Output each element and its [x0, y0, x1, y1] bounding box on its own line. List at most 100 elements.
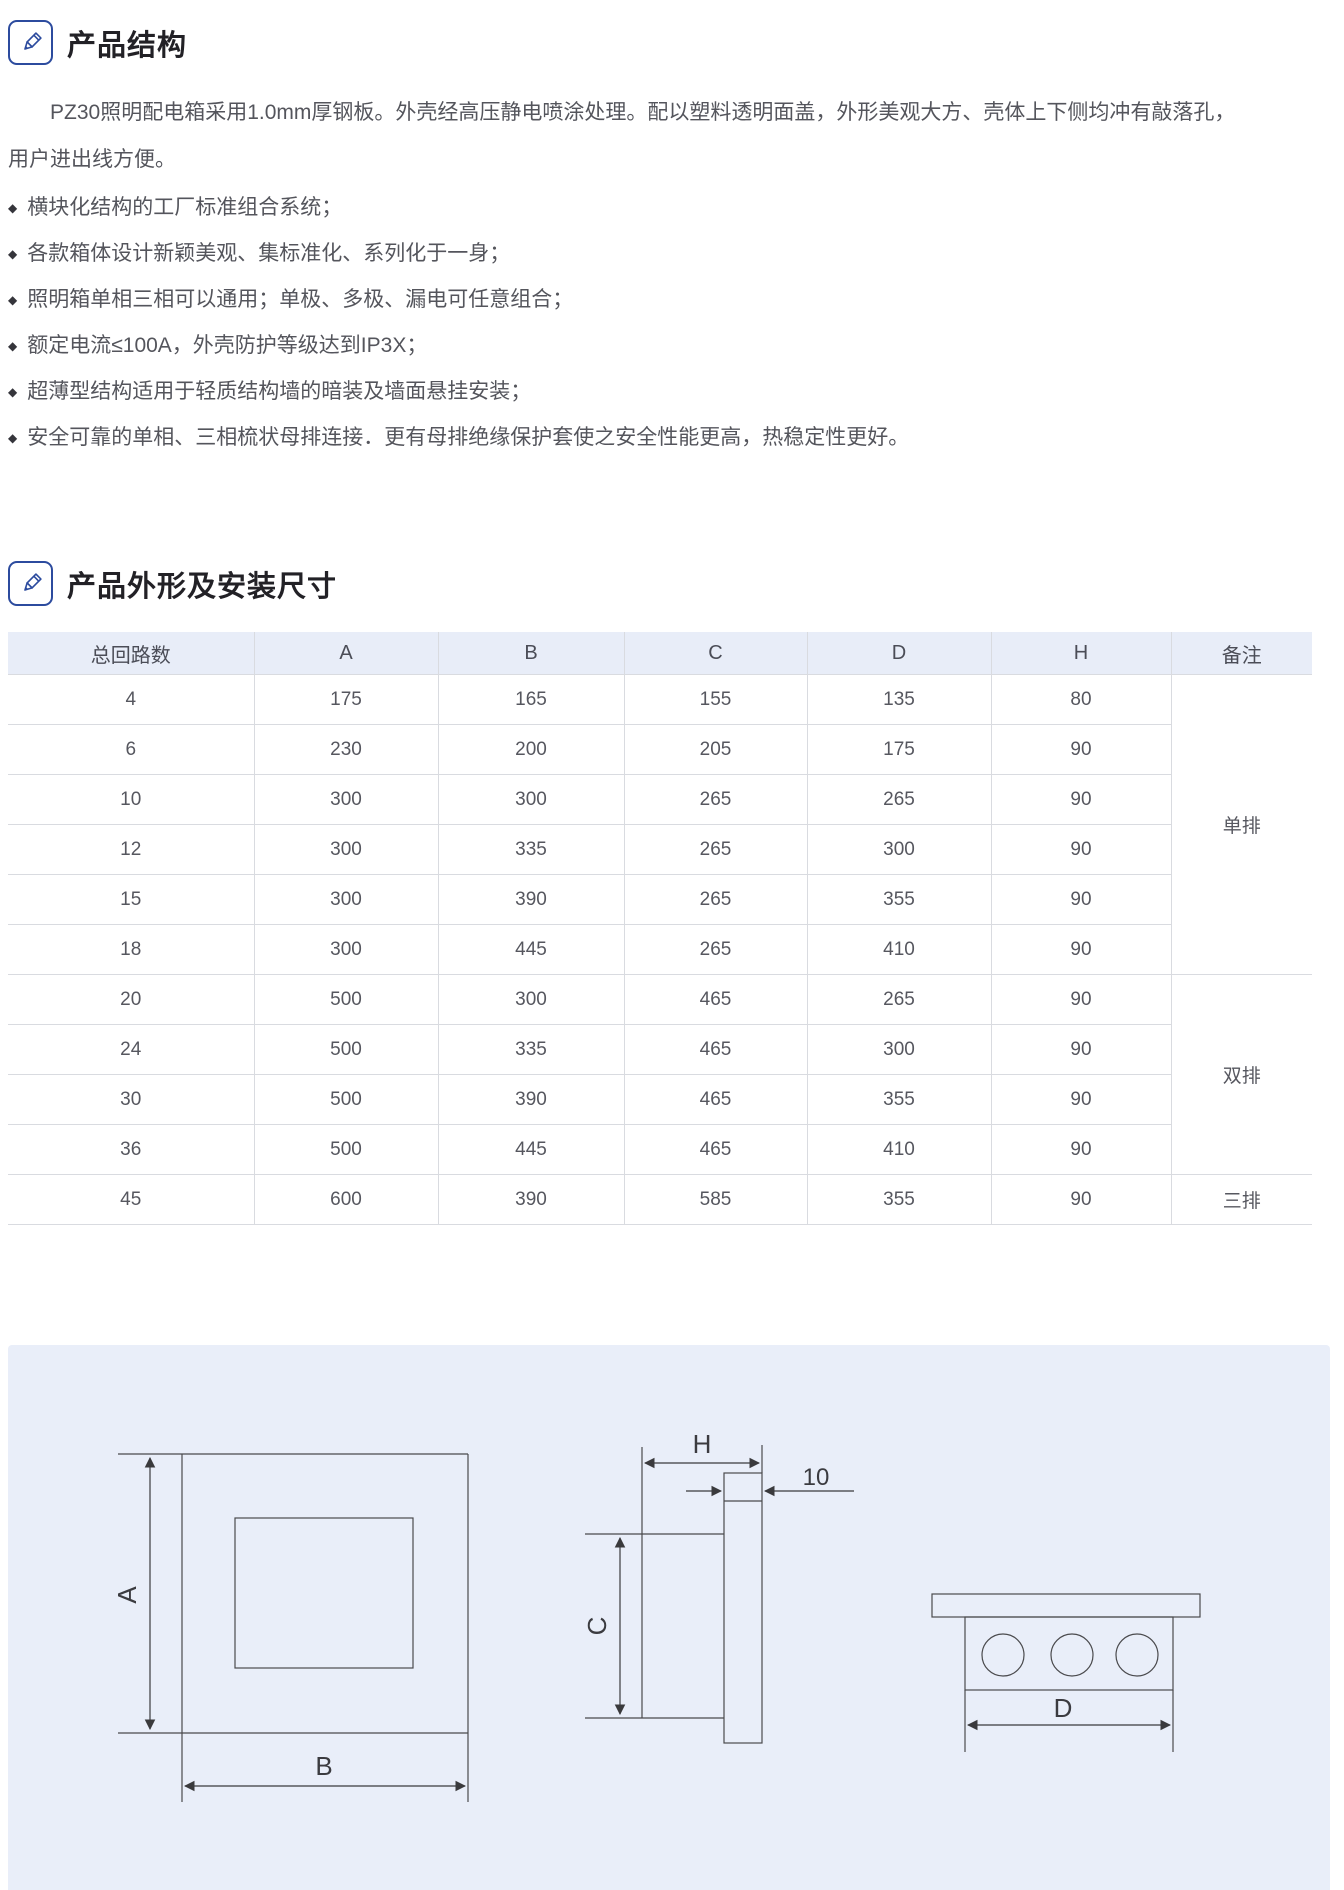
table-row: 45 600 390 585 355 90 三排 — [8, 1174, 1312, 1225]
dim-label-c: C — [582, 1617, 612, 1636]
dim-label-d: D — [1054, 1693, 1073, 1723]
table-cell: 90 — [991, 774, 1172, 825]
table-row: 24 500 335 465 300 90 — [8, 1024, 1312, 1075]
knockout-hole — [981, 1633, 1025, 1677]
table-cell: 335 — [438, 824, 625, 875]
table-row: 6 230 200 205 175 90 — [8, 724, 1312, 775]
table-cell: 30 — [8, 1074, 255, 1125]
table-row: 4 175 165 155 135 80 单排 — [8, 674, 1312, 975]
col-header-remark: 备注 — [1171, 632, 1312, 675]
table-cell: 390 — [438, 874, 625, 925]
table-cell: 500 — [254, 974, 439, 1025]
table-cell: 175 — [807, 724, 992, 775]
table-cell: 445 — [438, 1124, 625, 1175]
remark-cell: 单排 — [1171, 674, 1312, 975]
table-header-row: 总回路数 A B C D H 备注 — [8, 632, 1312, 675]
diamond-bullet-icon: ◆ — [8, 293, 18, 307]
bottom-view-diagram: D — [931, 1593, 1201, 1752]
table-cell: 90 — [991, 1124, 1172, 1175]
table-cell: 300 — [807, 824, 992, 875]
table-row: 12 300 335 265 300 90 — [8, 824, 1312, 875]
table-cell: 465 — [624, 1074, 808, 1125]
table-cell: 390 — [438, 1174, 625, 1225]
feature-text: 额定电流≤100A，外壳防护等级达到IP3X； — [27, 334, 428, 357]
feature-text: 安全可靠的单相、三相梳状母排连接．更有母排绝缘保护套使之安全性能更高，热稳定性更… — [27, 426, 910, 449]
section2-header: 产品外形及安装尺寸 — [8, 561, 1344, 606]
dim-label-h: H — [693, 1429, 712, 1459]
section1-title: 产品结构 — [67, 29, 188, 62]
feature-item: ◆ 各款箱体设计新颖美观、集标准化、系列化于一身； — [8, 231, 1344, 277]
table-cell: 90 — [991, 724, 1172, 775]
diamond-bullet-icon: ◆ — [8, 247, 18, 261]
table-row: 15 300 390 265 355 90 — [8, 874, 1312, 925]
table-cell: 90 — [991, 924, 1172, 975]
table-cell: 165 — [438, 674, 625, 725]
table-cell: 175 — [254, 674, 439, 725]
table-cell: 90 — [991, 874, 1172, 925]
section2-title: 产品外形及安装尺寸 — [67, 570, 338, 603]
table-row: 36 500 445 465 410 90 — [8, 1124, 1312, 1175]
table-cell: 205 — [624, 724, 808, 775]
diamond-bullet-icon: ◆ — [8, 339, 18, 353]
table-cell: 80 — [991, 674, 1172, 725]
table-cell: 18 — [8, 924, 255, 975]
table-cell: 135 — [807, 674, 992, 725]
table-cell: 24 — [8, 1024, 255, 1075]
feature-item: ◆ 安全可靠的单相、三相梳状母排连接．更有母排绝缘保护套使之安全性能更高，热稳定性… — [8, 415, 1344, 461]
feature-text: 超薄型结构适用于轻质结构墙的暗装及墙面悬挂安装； — [27, 380, 532, 403]
col-header-circuits: 总回路数 — [8, 632, 255, 675]
table-row: 30 500 390 465 355 90 — [8, 1074, 1312, 1125]
feature-text: 横块化结构的工厂标准组合系统； — [27, 196, 343, 219]
table-cell: 90 — [991, 1174, 1172, 1225]
table-cell: 90 — [991, 974, 1172, 1025]
table-cell: 300 — [438, 774, 625, 825]
dim-label-10: 10 — [803, 1464, 830, 1491]
side-view-diagram: H 10 C — [582, 1429, 854, 1744]
feature-item: ◆ 额定电流≤100A，外壳防护等级达到IP3X； — [8, 323, 1344, 369]
diamond-bullet-icon: ◆ — [8, 201, 18, 215]
table-cell: 4 — [8, 674, 255, 725]
knockout-hole — [1050, 1633, 1094, 1677]
col-header-d: D — [807, 632, 992, 675]
table-cell: 90 — [991, 1074, 1172, 1125]
table-cell: 265 — [807, 774, 992, 825]
table-cell: 465 — [624, 1124, 808, 1175]
pencil-icon — [8, 20, 53, 65]
table-row: 20 500 300 465 265 90 双排 — [8, 974, 1312, 1175]
table-cell: 465 — [624, 1024, 808, 1075]
table-cell: 410 — [807, 1124, 992, 1175]
pencil-icon — [8, 561, 53, 606]
diamond-bullet-icon: ◆ — [8, 385, 18, 399]
table-cell: 500 — [254, 1024, 439, 1075]
col-header-h: H — [991, 632, 1172, 675]
table-cell: 90 — [991, 1024, 1172, 1075]
table-row: 10 300 300 265 265 90 — [8, 774, 1312, 825]
feature-text: 各款箱体设计新颖美观、集标准化、系列化于一身； — [27, 242, 511, 265]
table-cell: 265 — [624, 924, 808, 975]
table-cell: 230 — [254, 724, 439, 775]
table-cell: 155 — [624, 674, 808, 725]
dimensions-table: 总回路数 A B C D H 备注 4 175 165 155 135 80 单… — [8, 632, 1312, 1225]
diamond-bullet-icon: ◆ — [8, 431, 18, 445]
table-cell: 265 — [624, 874, 808, 925]
table-row: 18 300 445 265 410 90 — [8, 924, 1312, 975]
feature-item: ◆ 照明箱单相三相可以通用；单极、多极、漏电可任意组合； — [8, 277, 1344, 323]
diagram-panel: A B H 10 C — [8, 1345, 1330, 1890]
table-cell: 585 — [624, 1174, 808, 1225]
table-cell: 355 — [807, 874, 992, 925]
section1-header: 产品结构 — [8, 20, 1344, 65]
table-cell: 10 — [8, 774, 255, 825]
dim-label-b: B — [315, 1751, 332, 1781]
table-cell: 500 — [254, 1074, 439, 1125]
table-cell: 300 — [807, 1024, 992, 1075]
table-cell: 12 — [8, 824, 255, 875]
table-cell: 335 — [438, 1024, 625, 1075]
table-cell: 45 — [8, 1174, 255, 1225]
intro-paragraph: PZ30照明配电箱采用1.0mm厚钢板。外壳经高压静电喷涂处理。配以塑料透明面盖… — [8, 101, 1236, 171]
table-cell: 500 — [254, 1124, 439, 1175]
col-header-c: C — [624, 632, 808, 675]
col-header-a: A — [254, 632, 439, 675]
table-cell: 300 — [254, 924, 439, 975]
col-header-b: B — [438, 632, 625, 675]
